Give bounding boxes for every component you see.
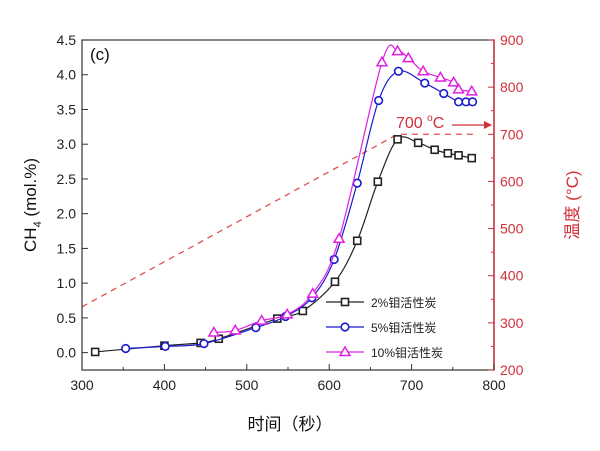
triangle-marker [452, 82, 465, 94]
circle-marker [160, 341, 170, 351]
temperature-annotation: 700 oC [396, 113, 492, 132]
square-marker [90, 347, 100, 357]
y2-tick-label: 400 [500, 268, 524, 284]
y-axis-label-sub: 4 [32, 221, 44, 227]
y-tick-label: 3.5 [57, 101, 77, 117]
square-marker [373, 177, 383, 187]
y-tick-label: 0.5 [57, 310, 77, 326]
circle-marker [439, 88, 449, 99]
triangle-marker [434, 71, 447, 82]
y2-tick-label: 700 [500, 126, 524, 142]
y-tick-label: 4.0 [57, 67, 77, 83]
triangle-marker [447, 75, 460, 87]
annotation-value: 700 [396, 115, 427, 132]
circle-marker [453, 97, 464, 107]
triangle-marker [280, 307, 294, 319]
x-axis-label: 时间（秒） [248, 415, 333, 434]
y-tick-label: 4.5 [57, 32, 77, 48]
svg-text:700 oC: 700 oC [396, 113, 444, 132]
temperature-line [81, 133, 474, 308]
circle-marker [467, 97, 478, 107]
y-tick-label: 0.0 [57, 345, 77, 361]
circle-marker [251, 323, 261, 333]
y2-tick-label: 900 [500, 32, 524, 48]
circle-marker [199, 339, 209, 349]
series-circle [121, 66, 478, 354]
legend-item: 10%钼活性炭 [326, 345, 443, 360]
square-marker [298, 306, 308, 316]
square-marker [393, 135, 402, 144]
y2-tick-label: 200 [500, 362, 524, 378]
legend-label: 10%钼活性炭 [371, 346, 443, 360]
x-tick-label: 500 [235, 377, 259, 393]
square-marker [430, 145, 439, 155]
square-marker [467, 153, 477, 163]
y-tick-label: 2.5 [57, 171, 77, 187]
annotation-degree: o [427, 113, 433, 124]
panel-label: (c) [90, 45, 110, 64]
circle-marker [374, 95, 384, 106]
square-marker [454, 151, 463, 160]
triangle-marker [306, 287, 320, 298]
y2-tick-label: 600 [500, 173, 524, 189]
x-tick-label: 300 [70, 377, 94, 393]
y2-tick-label: 300 [500, 315, 524, 331]
triangle-marker [338, 345, 352, 357]
y-tick-label: 2.0 [57, 206, 77, 222]
annotation-unit: C [433, 115, 445, 132]
triangle-marker [465, 84, 479, 96]
x-tick-label: 700 [400, 377, 424, 393]
y2-tick-label: 500 [500, 221, 524, 237]
y2-tick-label: 800 [500, 79, 524, 95]
circle-marker [121, 343, 131, 354]
square-marker [352, 236, 362, 246]
y-axis-label-unit: (mol.%) [21, 158, 40, 221]
y-axis-label-main: CH [21, 227, 40, 252]
arrow-head-icon [484, 121, 492, 129]
y-tick-label: 1.0 [57, 275, 77, 291]
triangle-marker [332, 232, 346, 243]
triangle-marker [375, 55, 389, 67]
square-marker [443, 148, 453, 158]
circle-marker [420, 78, 430, 88]
x-tick-label: 800 [482, 377, 506, 393]
triangle-marker [255, 314, 268, 325]
legend: 2%钼活性炭 5%钼活性炭 10%钼活性炭 [326, 296, 443, 360]
square-marker [330, 277, 340, 287]
square-marker [413, 138, 423, 148]
legend-item: 2%钼活性炭 [326, 296, 436, 310]
circle-marker [340, 322, 350, 332]
triangle-marker [401, 51, 415, 63]
circle-marker [393, 66, 404, 76]
legend-label: 2%钼活性炭 [371, 296, 436, 310]
triangle-marker [416, 64, 430, 76]
series-triangle [207, 44, 479, 337]
legend-label: 5%钼活性炭 [371, 321, 436, 335]
triangle-marker [207, 326, 221, 337]
legend-item: 5%钼活性炭 [326, 321, 436, 335]
triangle-marker [391, 44, 404, 56]
y-tick-label: 1.5 [57, 240, 77, 256]
triangle-marker [228, 323, 242, 335]
y2-axis-label: 温度 (°C) [563, 170, 582, 239]
x-tick-label: 600 [318, 377, 342, 393]
circle-marker [352, 178, 362, 188]
y-axis-label: CH4 (mol.%) [21, 158, 44, 252]
y-tick-label: 3.0 [57, 136, 77, 152]
x-tick-label: 400 [153, 377, 177, 393]
square-marker [340, 297, 350, 307]
